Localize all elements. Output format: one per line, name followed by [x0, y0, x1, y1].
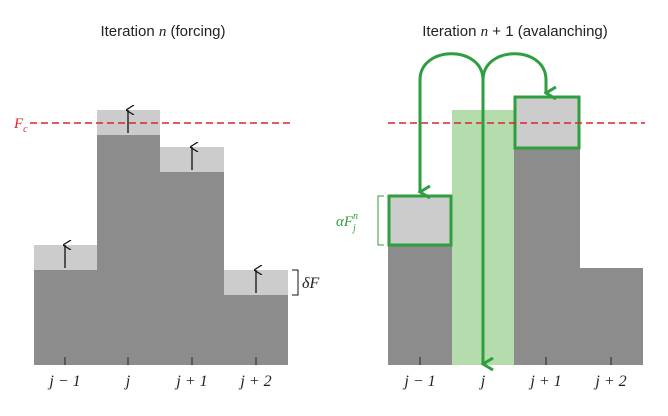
- increment-bracket: [292, 269, 299, 296]
- tick-label-j-plus-1: j + 1: [174, 373, 207, 390]
- tick-label-j-plus-2: j + 2: [593, 373, 626, 390]
- increment-label: δF: [302, 275, 319, 292]
- column-j-plus-1: [514, 148, 580, 365]
- panel-title-forcing: Iteration n (forcing): [100, 23, 225, 40]
- column-j-minus-1: [34, 270, 97, 365]
- tick-label-j-plus-2: j + 2: [238, 373, 271, 390]
- transfer-arrow-right: [481, 52, 546, 93]
- column-j-plus-2: [580, 268, 643, 365]
- redistribution-label: αFn j: [336, 211, 358, 234]
- column-j-plus-1: [160, 172, 224, 365]
- panel-title-avalanching: Iteration n + 1 (avalanching): [422, 23, 608, 40]
- received-portion-j-minus-1: [387, 194, 453, 247]
- panel-forcing: Iteration n (forcing) Fc δF j − 1 j j + …: [13, 23, 319, 390]
- tick-label-j-minus-1: j − 1: [402, 373, 435, 390]
- column-j: [97, 135, 160, 365]
- threshold-label: Fc: [13, 116, 28, 135]
- tick-label-j: j: [479, 373, 486, 390]
- tick-label-j-plus-1: j + 1: [528, 373, 561, 390]
- panel-avalanching: Iteration n + 1 (avalanching) αFn j j − 1…: [336, 23, 645, 390]
- redistribution-bracket: [377, 195, 384, 246]
- tick-label-j-minus-1: j − 1: [47, 373, 80, 390]
- column-j-plus-2: [224, 295, 288, 365]
- tick-label-j: j: [124, 373, 131, 390]
- column-j-minus-1: [388, 245, 452, 365]
